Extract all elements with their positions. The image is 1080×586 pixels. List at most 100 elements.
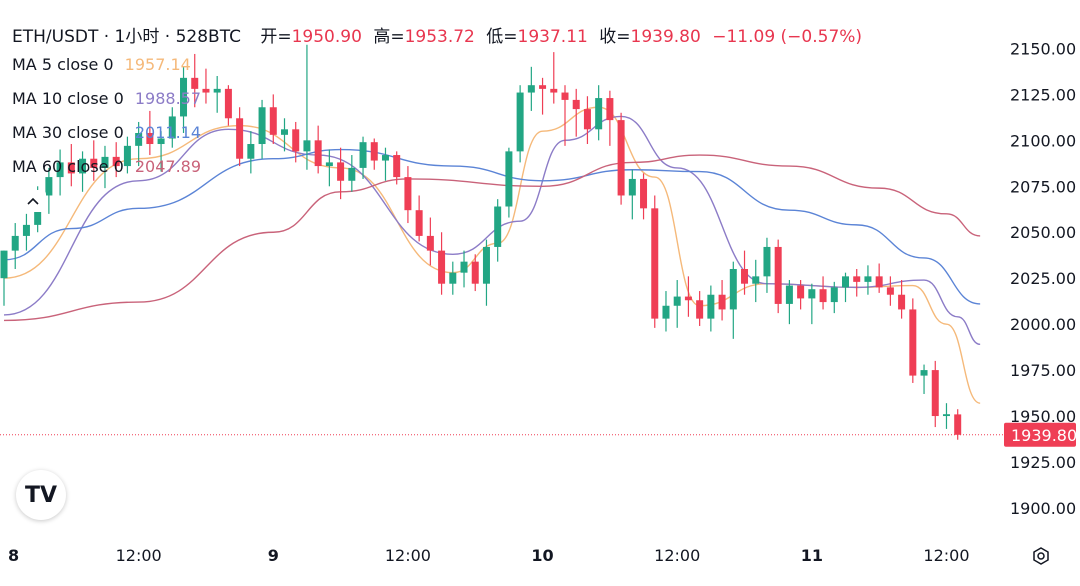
chart-header: ETH/USDT · 1小时 · 528BTC 开=1950.90 高=1953… <box>12 22 862 47</box>
candle-body <box>314 140 322 167</box>
candle <box>180 66 188 133</box>
candle <box>314 125 322 174</box>
candle-body <box>426 235 434 251</box>
candle <box>381 147 389 181</box>
candle-body <box>180 77 188 117</box>
candle-body <box>381 155 389 161</box>
candle <box>752 259 760 303</box>
candle <box>247 131 255 174</box>
settings-icon[interactable] <box>1030 545 1052 567</box>
candle-body <box>640 178 648 209</box>
candle <box>258 99 266 159</box>
candle <box>527 66 535 111</box>
price-tick-label: 1925.00 <box>1010 453 1076 472</box>
candle <box>864 265 872 295</box>
candle <box>460 250 468 288</box>
candle-body <box>269 107 277 135</box>
price-tick-label: 2025.00 <box>1010 269 1076 288</box>
candle-body <box>482 246 490 284</box>
candle <box>875 263 883 293</box>
candle <box>628 169 636 220</box>
ma-legend-label: MA 10 close 0 <box>12 89 124 108</box>
candle <box>516 85 524 163</box>
chevron-up-icon[interactable] <box>20 190 46 212</box>
time-tick-label: 8 <box>8 546 19 565</box>
time-axis[interactable]: 8 12:00 9 12:00 10 12:00 11 12:00 <box>8 546 970 565</box>
candle-body <box>819 289 827 303</box>
candle <box>920 364 928 394</box>
candle <box>830 281 838 314</box>
candle-body <box>146 132 154 145</box>
candle-body <box>449 272 457 284</box>
candle <box>684 276 692 317</box>
tradingview-logo[interactable]: TV <box>16 470 66 520</box>
candle-body <box>774 246 782 304</box>
time-tick-label: 12:00 <box>654 546 700 565</box>
candle-body <box>168 116 176 139</box>
candle <box>898 280 906 319</box>
ma-legend-ma5[interactable]: MA 5 close 0 1957.14 <box>12 55 191 74</box>
candle <box>539 77 547 115</box>
candle <box>224 85 232 126</box>
candle <box>819 276 827 310</box>
change-value: −11.09 (−0.57%) <box>712 27 863 47</box>
candle-body <box>875 276 883 288</box>
ma-legend-value: 2047.89 <box>134 157 202 176</box>
price-tick-label: 1900.00 <box>1010 499 1076 518</box>
candle <box>45 167 53 214</box>
price-tick-label: 2075.00 <box>1010 177 1076 196</box>
candle <box>146 110 154 156</box>
candle-body <box>101 156 109 168</box>
ma-legend-ma30[interactable]: MA 30 close 0 2011.14 <box>12 123 201 142</box>
candle-body <box>415 210 423 236</box>
time-tick-label: 12:00 <box>385 546 431 565</box>
time-tick-label: 12:00 <box>116 546 162 565</box>
price-tick-label: 2050.00 <box>1010 223 1076 242</box>
candle-body <box>325 162 333 167</box>
ma-legend-ma60[interactable]: MA 60 close 0 2047.89 <box>12 157 201 176</box>
ma-line-2 <box>3 115 981 346</box>
price-axis[interactable]: 2150.00 2125.00 2100.00 2075.00 2050.00 2025.… <box>1010 39 1076 518</box>
candle-body <box>954 414 962 435</box>
candle-body <box>651 208 659 319</box>
candle-body <box>718 294 726 310</box>
candle <box>583 96 591 145</box>
candle-body <box>247 144 255 159</box>
candle <box>797 280 805 310</box>
ma-legend-value: 2011.14 <box>134 123 202 142</box>
moving-average-lines <box>3 106 981 404</box>
candle-body <box>258 107 266 145</box>
ohlc-values: 开=1950.90 高=1953.72 低=1937.11 收=1939.80 … <box>260 22 862 47</box>
candle-body <box>337 162 345 181</box>
candle-body <box>191 77 199 89</box>
candle-body <box>572 99 580 110</box>
candle <box>808 283 816 325</box>
candle-body <box>393 155 401 178</box>
candle-body <box>527 85 535 93</box>
candle-body <box>236 118 244 159</box>
candle <box>438 232 446 295</box>
candle-body <box>898 294 906 310</box>
candle <box>415 195 423 242</box>
candle-body <box>729 269 737 310</box>
candle-body <box>224 88 232 119</box>
candle-body <box>79 158 87 174</box>
candle <box>572 88 580 137</box>
candle-body <box>842 276 849 288</box>
candle-body <box>202 88 210 93</box>
candle-body <box>684 296 692 301</box>
time-tick-label: 12:00 <box>923 546 969 565</box>
candle-body <box>123 145 131 167</box>
candle <box>494 199 502 262</box>
candle <box>774 239 782 314</box>
candle <box>202 68 210 104</box>
candle <box>673 280 681 328</box>
ma-legend-ma10[interactable]: MA 10 close 0 1988.57 <box>12 89 201 108</box>
candle <box>191 53 199 108</box>
candle <box>404 166 412 224</box>
candle <box>718 280 726 321</box>
candle <box>662 291 670 332</box>
candle <box>213 76 221 113</box>
symbol-title[interactable]: ETH/USDT · 1小时 · 528BTC <box>12 27 241 47</box>
